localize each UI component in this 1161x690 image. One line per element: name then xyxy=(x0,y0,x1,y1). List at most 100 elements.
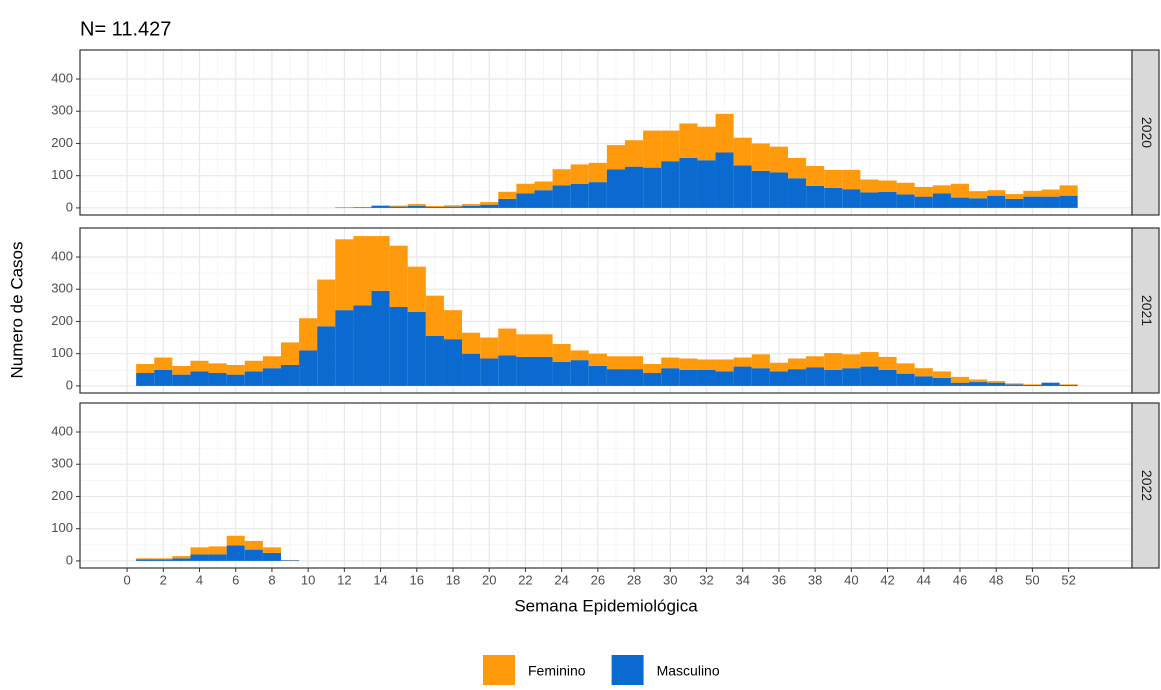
bar xyxy=(716,114,734,153)
bar xyxy=(716,359,734,371)
bar xyxy=(879,370,897,386)
bar xyxy=(498,199,516,208)
bar xyxy=(245,550,263,561)
bar xyxy=(842,189,860,208)
bar xyxy=(752,368,770,386)
bar xyxy=(625,369,643,386)
bar xyxy=(136,559,154,561)
bar xyxy=(661,161,679,208)
bar xyxy=(426,336,444,386)
bar xyxy=(1023,197,1041,208)
bar xyxy=(1005,384,1023,386)
bar xyxy=(661,131,679,162)
bar xyxy=(209,546,227,554)
bar xyxy=(353,236,371,305)
bar xyxy=(154,358,172,370)
legend-label: Feminino xyxy=(528,663,586,679)
bar xyxy=(915,368,933,376)
bar xyxy=(444,205,462,206)
y-axis-title: Numero de Casos xyxy=(7,241,26,378)
bar xyxy=(553,344,571,362)
bar xyxy=(1005,194,1023,199)
bar xyxy=(571,350,589,360)
x-tick-label: 30 xyxy=(663,572,677,587)
bar xyxy=(697,127,715,161)
x-tick-label: 12 xyxy=(337,572,351,587)
bar xyxy=(317,280,335,327)
x-tick-label: 2 xyxy=(160,572,167,587)
y-tick-label: 300 xyxy=(51,103,73,118)
y-tick-label: 300 xyxy=(51,281,73,296)
bar xyxy=(281,365,299,386)
bar xyxy=(770,371,788,386)
bar xyxy=(317,326,335,386)
bar xyxy=(462,204,480,206)
x-tick-label: 24 xyxy=(554,572,568,587)
bar xyxy=(571,164,589,183)
bar xyxy=(426,207,444,208)
bar xyxy=(643,364,661,373)
bar xyxy=(951,198,969,208)
bar xyxy=(372,291,390,386)
bar xyxy=(987,190,1005,195)
bar xyxy=(444,207,462,208)
bar xyxy=(625,167,643,208)
bar xyxy=(190,554,208,560)
bar xyxy=(806,356,824,367)
bar xyxy=(281,560,299,561)
bar xyxy=(1023,191,1041,197)
x-tick-label: 26 xyxy=(591,572,605,587)
bar xyxy=(915,197,933,208)
bar xyxy=(770,172,788,207)
bar xyxy=(734,358,752,367)
bar xyxy=(534,357,552,386)
bar xyxy=(806,166,824,186)
bar xyxy=(824,188,842,208)
y-tick-label: 200 xyxy=(51,135,73,150)
bar xyxy=(661,358,679,369)
bar xyxy=(480,202,498,205)
bar xyxy=(516,357,534,386)
bar xyxy=(951,377,969,383)
bar xyxy=(480,205,498,208)
y-tick-label: 400 xyxy=(51,70,73,85)
x-tick-label: 42 xyxy=(880,572,894,587)
bar xyxy=(860,192,878,207)
x-tick-label: 48 xyxy=(989,572,1003,587)
bar xyxy=(154,559,172,561)
bar xyxy=(897,183,915,195)
bar xyxy=(227,365,245,375)
bar xyxy=(426,206,444,207)
bar xyxy=(860,352,878,367)
legend-swatch xyxy=(483,655,515,685)
bar xyxy=(643,373,661,386)
bar xyxy=(408,267,426,312)
bar xyxy=(136,558,154,559)
y-tick-label: 200 xyxy=(51,313,73,328)
facet-label: 2022 xyxy=(1139,470,1155,501)
bar xyxy=(788,158,806,178)
bar xyxy=(245,371,263,386)
bar xyxy=(444,310,462,339)
y-tick-label: 0 xyxy=(66,377,73,392)
bar xyxy=(372,206,390,208)
bar xyxy=(1060,385,1078,386)
bar xyxy=(788,369,806,386)
bar xyxy=(534,190,552,208)
bar xyxy=(1005,383,1023,384)
bar xyxy=(154,370,172,386)
x-tick-label: 40 xyxy=(844,572,858,587)
x-tick-label: 10 xyxy=(301,572,315,587)
bar xyxy=(589,163,607,182)
bar xyxy=(227,545,245,560)
bar xyxy=(824,170,842,188)
bar xyxy=(498,329,516,356)
bar xyxy=(679,158,697,208)
x-tick-label: 4 xyxy=(196,572,203,587)
x-tick-label: 50 xyxy=(1025,572,1039,587)
bar xyxy=(227,375,245,386)
bar xyxy=(915,187,933,197)
bar xyxy=(969,382,987,386)
bar xyxy=(842,354,860,368)
